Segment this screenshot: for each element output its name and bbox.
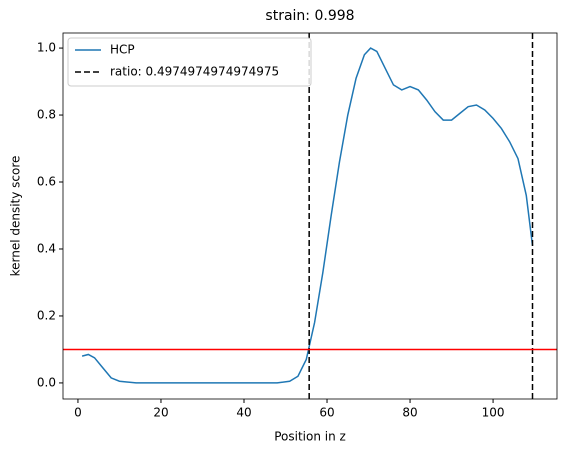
plot-frame [62,32,558,400]
legend-label: ratio: 0.4974974974974975 [110,65,279,79]
y-tick-label: 0.0 [37,375,56,389]
legend-label: HCP [110,43,135,57]
x-tick-label: 40 [236,406,251,420]
y-tick-label: 0.6 [37,175,56,189]
x-tick-label: 80 [402,406,417,420]
x-tick-label: 20 [153,406,168,420]
chart-title: strain: 0.998 [265,8,354,24]
y-tick-label: 0.8 [37,108,56,122]
x-tick-label: 60 [319,406,334,420]
y-tick-label: 1.0 [37,41,56,55]
x-axis-label: Position in z [274,430,346,444]
y-tick-label: 0.4 [37,241,56,255]
y-axis-label: kernel density score [9,156,23,277]
x-tick-label: 0 [74,406,82,420]
x-tick-label: 100 [482,406,505,420]
line-series [81,47,534,384]
y-tick-label: 0.2 [37,308,56,322]
legend-box [67,37,312,87]
